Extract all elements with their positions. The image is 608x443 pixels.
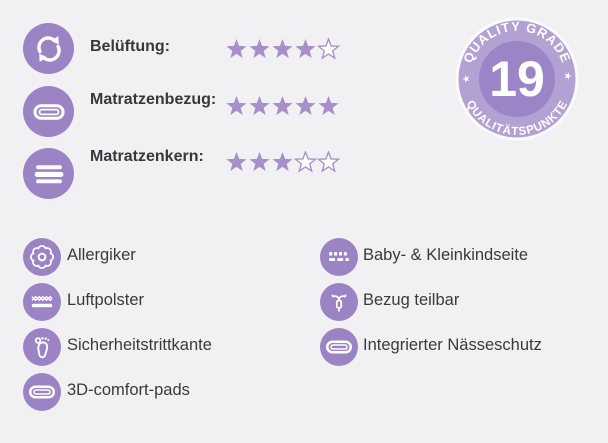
feature-label-luftpolster: Luftpolster [67,291,145,309]
flower-allergy-icon [23,238,61,276]
quality-grade-badge: 19 QUALITY GRADE QUALITÄTSPUNKTE ★ ★ [455,17,579,141]
refresh-arrows-glyph [36,35,61,62]
ventilation-refresh-icon [23,23,74,74]
feature-label-comfort-pads: 3D-comfort-pads [67,381,190,399]
moisture-pad-icon [320,328,358,366]
zipper-glyph [331,294,347,312]
star-empty-icon [294,151,317,173]
feature-label-allergiker: Allergiker [67,246,136,264]
rating-label-core: Matratzenkern: [90,148,204,165]
feature-label-baby-side: Baby- & Kleinkindseite [363,246,529,264]
baby-side-icon [320,238,358,276]
star-filled-icon [249,38,270,59]
flower-glyph [29,244,55,270]
rating-stars-ventilation [225,38,340,61]
rating-label-ventilation: Belüftung: [90,38,170,55]
rating-label-cover: Matratzenbezug: [90,91,217,108]
star-filled-icon [249,95,270,116]
badge-inner-circle [479,41,555,117]
layer-bars-glyph [34,164,63,183]
zipper-icon [320,283,358,321]
star-filled-icon [226,95,247,116]
star-filled-icon [272,38,293,59]
star-filled-icon [295,95,316,116]
dashed-lines-glyph [329,252,349,261]
footprint-icon [23,328,61,366]
mattress-cover-icon [23,86,74,137]
star-filled-icon [272,95,293,116]
rating-stars-core [225,151,340,174]
pad-outline-glyph [325,340,352,354]
star-filled-icon [318,95,339,116]
feature-label-bezug-teilbar: Bezug teilbar [363,291,460,309]
pad-outline-glyph [32,103,65,120]
badge-score: 19 [489,51,545,107]
comfort-pad-icon [23,373,61,411]
pad-outline-glyph [28,385,55,399]
feature-label-trittkante: Sicherheitstrittkante [67,336,212,354]
star-empty-icon [317,38,340,60]
badge-left-star-icon: ★ [461,73,473,86]
star-empty-icon [317,151,340,173]
star-filled-icon [272,151,293,172]
star-filled-icon [226,151,247,172]
rating-stars-cover [225,95,340,118]
badge-right-star-icon: ★ [562,70,574,83]
footprint-glyph [34,337,50,359]
feature-label-naesseschutz: Integrierter Nässeschutz [363,336,542,354]
star-filled-icon [295,38,316,59]
air-cushion-icon [23,283,61,321]
star-filled-icon [226,38,247,59]
air-cushion-glyph [31,295,53,308]
mattress-core-icon [23,148,74,199]
star-filled-icon [249,151,270,172]
